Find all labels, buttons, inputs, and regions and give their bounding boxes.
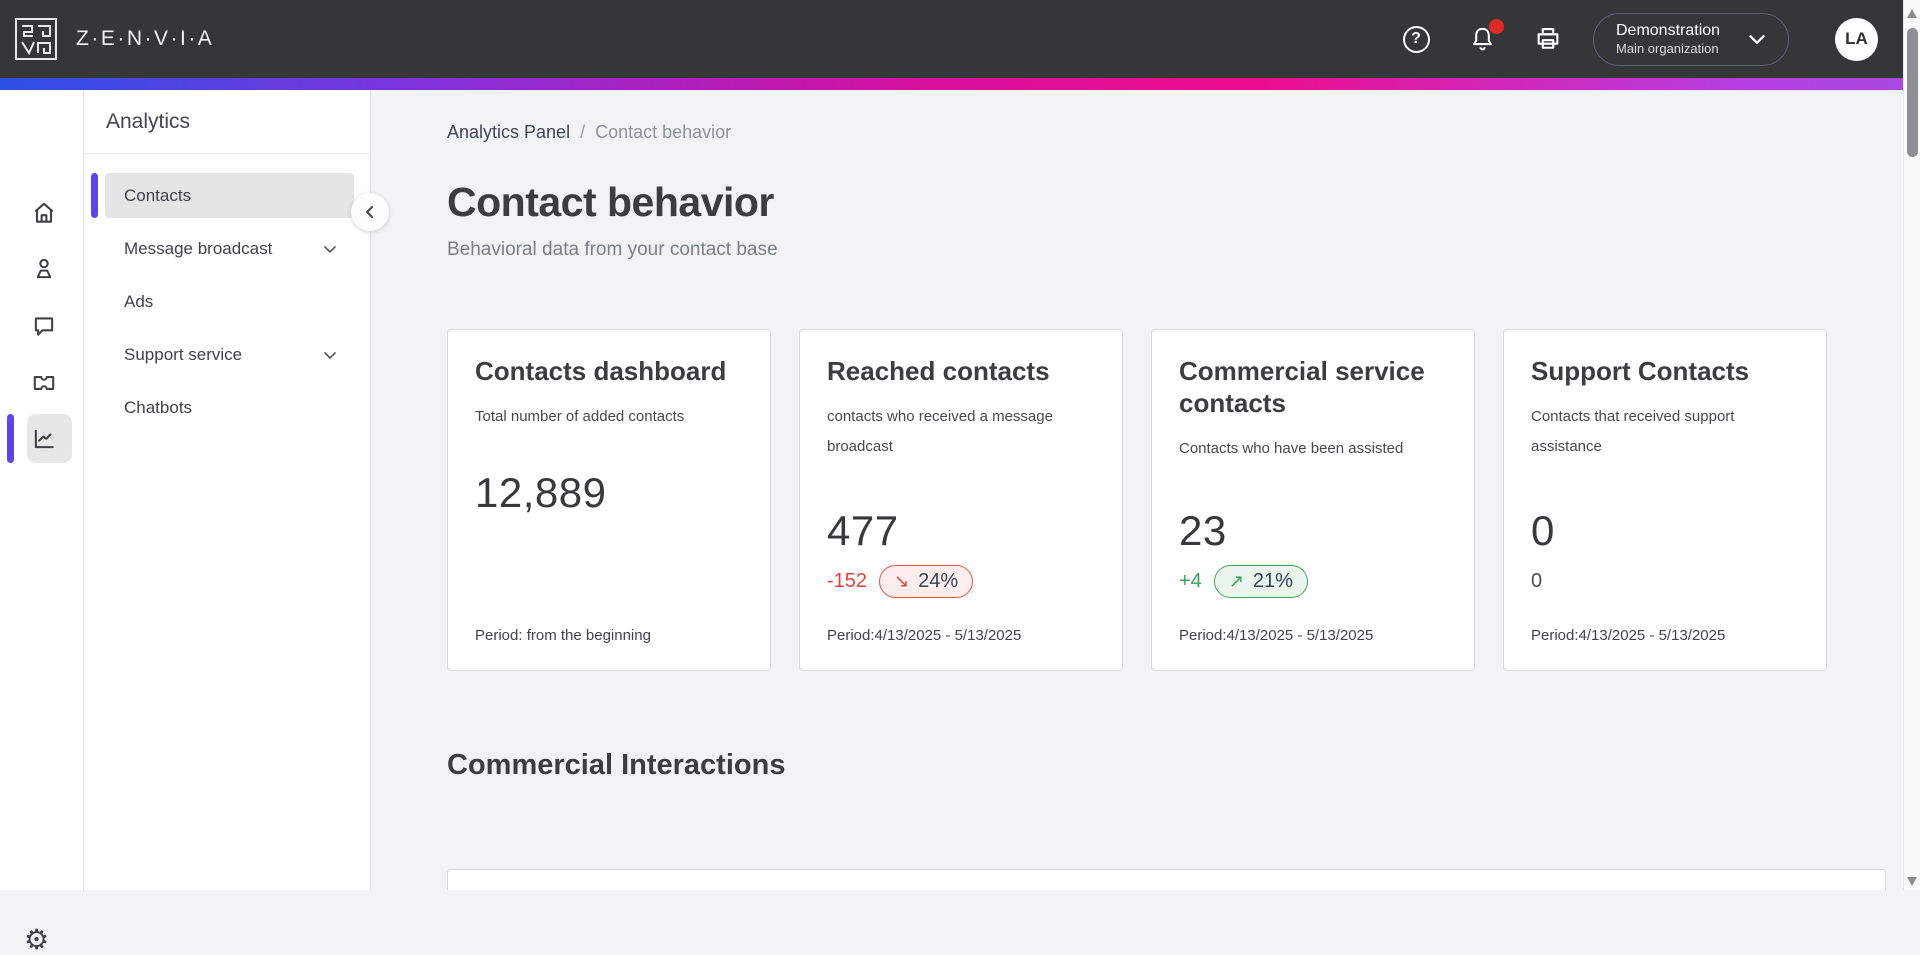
- trend-badge-up: ↗ 21%: [1213, 564, 1308, 598]
- card-description: contacts who received a message broadcas…: [827, 407, 1053, 455]
- chevron-down-icon: [324, 351, 336, 359]
- chevron-left-icon: [366, 206, 374, 218]
- card-value: 12,889: [475, 469, 607, 517]
- scrollbar-thumb[interactable]: [1906, 28, 1918, 157]
- rail-active-indicator: [7, 414, 14, 463]
- collapse-panel-button[interactable]: [351, 193, 389, 231]
- card-description: Contacts who have been assisted: [1179, 439, 1404, 457]
- analytics-sidebar: Analytics Contacts Message broadcast Ads…: [84, 90, 389, 890]
- sidebar-item-label: Message broadcast: [124, 238, 273, 258]
- rail-item-home[interactable]: [31, 200, 57, 226]
- zenvia-logo-text: Z·E·N·V·I·A: [76, 27, 215, 50]
- chat-icon: [34, 317, 54, 336]
- card-trend-row: -152 ↘ 24%: [827, 564, 1098, 598]
- page-subtitle: Behavioral data from your contact base: [447, 239, 778, 260]
- breadcrumb-separator: /: [580, 122, 586, 142]
- card-trend-row: +4 ↗ 21%: [1179, 564, 1450, 598]
- bell-icon: [1472, 27, 1492, 51]
- card-period: Period:4/13/2025 - 5/13/2025: [827, 627, 1022, 644]
- rail-active-background: [27, 414, 72, 463]
- scrollbar-up-arrow-icon[interactable]: [1907, 9, 1917, 18]
- card-secondary-row: 0: [1531, 564, 1802, 598]
- organization-switcher[interactable]: Demonstration Main organization: [1593, 12, 1789, 66]
- organization-name: Demonstration: [1616, 21, 1721, 39]
- card-description: Total number of added contacts: [475, 407, 685, 425]
- notifications-button[interactable]: [1467, 19, 1504, 54]
- home-icon: [34, 202, 54, 223]
- ticket-icon: [33, 376, 55, 390]
- card-support-contacts: Support Contacts Contacts that received …: [1503, 329, 1827, 671]
- card-commercial-service-contacts: Commercial service contacts Contacts who…: [1151, 329, 1475, 671]
- card-period: Period: from the beginning: [475, 627, 651, 644]
- sidebar-item-chatbots[interactable]: Chatbots: [105, 385, 354, 430]
- card-description: Contacts that received support assistanc…: [1531, 407, 1735, 455]
- page-scrollbar[interactable]: [1903, 0, 1920, 890]
- sidebar-item-ads[interactable]: Ads: [105, 279, 354, 324]
- sidebar-item-contacts[interactable]: Contacts: [91, 173, 354, 218]
- rail-item-contacts[interactable]: [31, 256, 57, 282]
- sidebar-item-message-broadcast[interactable]: Message broadcast: [105, 226, 354, 271]
- breadcrumb-analytics-panel[interactable]: Analytics Panel: [447, 122, 571, 142]
- sidebar-item-support-service[interactable]: Support service: [105, 332, 354, 377]
- sidebar-menu: Contacts Message broadcast Ads Support s…: [84, 154, 370, 430]
- help-icon: ?: [1402, 25, 1430, 53]
- trend-down-arrow-icon: ↘: [894, 570, 910, 591]
- app-header: Z·E·N·V·I·A ? Demonstration Main organiz…: [0, 0, 1903, 78]
- notification-dot: [1489, 19, 1504, 34]
- trend-percent: 24%: [918, 569, 959, 592]
- help-button[interactable]: ?: [1401, 24, 1431, 54]
- trend-percent: 21%: [1252, 569, 1293, 592]
- settings-gear-icon[interactable]: ⚙: [24, 924, 50, 955]
- breadcrumb: Analytics Panel / Contact behavior: [447, 122, 1903, 143]
- card-title: Support Contacts: [1531, 356, 1750, 386]
- sidebar-title: Analytics: [106, 110, 191, 133]
- breadcrumb-current: Contact behavior: [595, 122, 732, 142]
- sidebar-item-label: Ads: [124, 291, 154, 311]
- zenvia-logo-icon: [15, 18, 57, 60]
- rail-item-analytics[interactable]: [31, 426, 57, 452]
- delta-value: -152: [827, 569, 868, 592]
- scrollbar-down-arrow-icon[interactable]: [1907, 877, 1917, 886]
- printer-icon: [1537, 28, 1559, 49]
- sidebar-item-label: Chatbots: [124, 397, 193, 417]
- card-secondary-value: 0: [1531, 569, 1543, 592]
- card-title: Commercial service contacts: [1179, 356, 1425, 418]
- main-content: Analytics Panel / Contact behavior Conta…: [371, 90, 1903, 890]
- primary-nav-rail: ⚙: [0, 90, 84, 954]
- sidebar-item-label: Contacts: [124, 185, 192, 205]
- card-period: Period:4/13/2025 - 5/13/2025: [1179, 627, 1374, 644]
- chevron-down-icon: [1749, 35, 1765, 44]
- section-title-commercial-interactions: Commercial Interactions: [447, 749, 786, 781]
- brand-gradient-bar: [0, 78, 1903, 90]
- card-title: Contacts dashboard: [475, 356, 727, 386]
- rail-item-campaigns[interactable]: [31, 370, 57, 396]
- card-reached-contacts: Reached contacts contacts who received a…: [799, 329, 1123, 671]
- organization-subtitle: Main organization: [1616, 40, 1719, 56]
- person-icon: [36, 258, 52, 279]
- rail-item-conversations[interactable]: [31, 313, 57, 339]
- active-item-indicator: [91, 173, 98, 218]
- sidebar-divider: [84, 153, 370, 154]
- page-title: Contact behavior: [447, 179, 774, 225]
- chevron-down-icon: [324, 245, 336, 253]
- sidebar-item-label: Support service: [124, 344, 243, 364]
- trend-badge-down: ↘ 24%: [879, 564, 974, 598]
- kpi-cards-row: Contacts dashboard Total number of added…: [447, 329, 1903, 671]
- delta-value: +4: [1179, 569, 1202, 592]
- card-contacts-dashboard: Contacts dashboard Total number of added…: [447, 329, 771, 671]
- zenvia-logo[interactable]: Z·E·N·V·I·A: [14, 17, 214, 61]
- card-value: 477: [827, 507, 899, 554]
- card-period: Period:4/13/2025 - 5/13/2025: [1531, 627, 1726, 644]
- trend-up-arrow-icon: ↗: [1228, 570, 1244, 591]
- chart-line-icon: [34, 429, 54, 449]
- card-value: 0: [1531, 507, 1555, 554]
- card-title: Reached contacts: [827, 356, 1050, 386]
- commercial-interactions-card: [447, 869, 1886, 890]
- print-button[interactable]: [1533, 24, 1563, 54]
- card-value: 23: [1179, 507, 1227, 554]
- user-avatar[interactable]: LA: [1835, 17, 1878, 61]
